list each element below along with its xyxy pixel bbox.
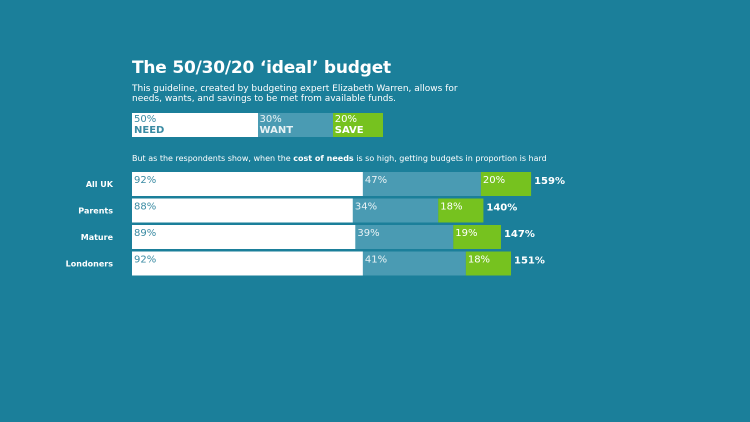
bar-value-label: 39% (357, 228, 379, 239)
ideal-want-segment: 30% WANT (257, 113, 333, 137)
bar-value-label: 41% (365, 255, 387, 266)
ideal-save-segment: 20% SAVE (332, 113, 383, 137)
bar-value-label: 18% (440, 202, 462, 213)
bar-want (362, 251, 466, 276)
bar-need (132, 198, 353, 223)
bar-need (132, 225, 356, 249)
bar-save (453, 225, 501, 249)
ideal-want-percent: 30% (259, 114, 282, 125)
row-total-label: 147% (504, 229, 535, 240)
row-total-label: 159% (534, 176, 565, 187)
row-total-label: 140% (486, 203, 517, 214)
bar-save (480, 172, 532, 196)
ideal-need-percent: 50% (134, 114, 157, 125)
subtitle-text-after: is so high, getting budgets in proportio… (353, 154, 547, 163)
bar-want (362, 172, 481, 196)
subtitle-text-before: But as the respondents show, when the (132, 154, 294, 163)
description: This guideline, created by budgeting exp… (132, 84, 458, 104)
bar-save (465, 251, 512, 276)
bar-value-label: 92% (134, 255, 156, 266)
page-title: The 50/30/20 ‘ideal’ budget (132, 58, 391, 78)
ideal-need-label: NEED (134, 125, 165, 136)
ideal-want-label: WANT (259, 125, 294, 136)
bar-value-label: 20% (483, 175, 505, 186)
row-total-label: 151% (514, 256, 545, 267)
row-label: Londoners (66, 260, 114, 269)
bar-want (352, 198, 439, 223)
bar-want (355, 225, 454, 249)
bar-save (438, 198, 484, 223)
row-label: Mature (81, 233, 114, 242)
subtitle-text-bold: cost of needs (293, 154, 354, 163)
bar-need (132, 172, 363, 196)
bar-value-label: 34% (355, 202, 377, 213)
row-label: All UK (86, 180, 114, 189)
bar-value-label: 18% (468, 255, 490, 266)
row-label: Parents (78, 207, 113, 216)
bar-value-label: 89% (134, 228, 156, 239)
bar-need (132, 251, 363, 276)
ideal-save-percent: 20% (334, 114, 358, 125)
bar-value-label: 88% (134, 202, 156, 213)
ideal-save-label: SAVE (334, 125, 364, 136)
bar-value-label: 19% (455, 228, 477, 239)
chart-subtitle: But as the respondents show, when the co… (132, 154, 547, 163)
bar-value-label: 47% (365, 175, 387, 186)
bar-value-label: 92% (134, 175, 156, 186)
ideal-need-segment: 50% NEED (132, 113, 258, 137)
